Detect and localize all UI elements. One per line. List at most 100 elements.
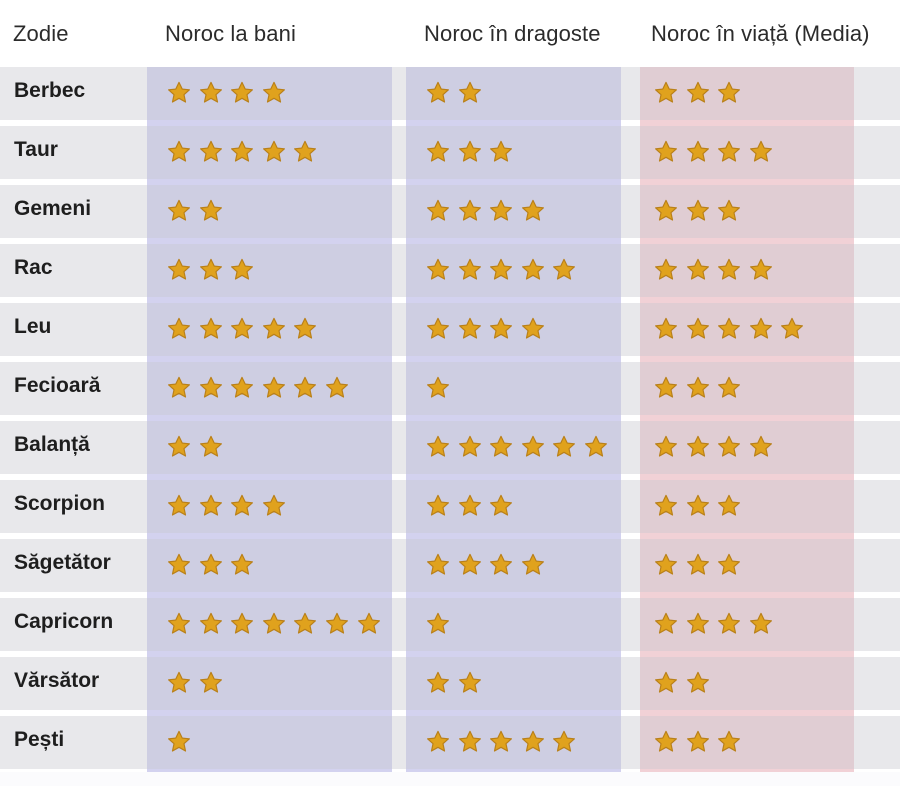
star-icon <box>686 553 709 575</box>
love-luck-rating <box>425 611 457 637</box>
star-icon <box>655 671 677 693</box>
star-icon <box>686 671 709 693</box>
star-icon <box>655 376 677 398</box>
star-icon <box>199 199 222 221</box>
money-luck-rating <box>166 375 356 401</box>
zodiac-sign-label: Rac <box>14 256 53 279</box>
star-icon <box>749 258 772 280</box>
money-column-background <box>147 67 392 786</box>
star-icon <box>749 140 772 162</box>
money-luck-rating <box>166 257 261 283</box>
money-luck-rating <box>166 80 292 106</box>
star-icon <box>325 376 348 398</box>
star-icon <box>427 140 449 162</box>
star-icon <box>490 258 513 280</box>
money-luck-rating <box>166 729 198 755</box>
zodiac-sign-label: Balanță <box>14 433 90 456</box>
star-icon <box>553 730 576 752</box>
star-icon <box>718 317 741 339</box>
star-icon <box>655 553 677 575</box>
table-row: Taur <box>0 126 900 179</box>
star-icon <box>718 199 741 221</box>
star-icon <box>325 612 348 634</box>
star-icon <box>357 612 380 634</box>
star-icon <box>490 553 513 575</box>
star-icon <box>168 494 190 516</box>
money-luck-rating <box>166 434 229 460</box>
star-icon <box>168 671 190 693</box>
star-icon <box>655 317 677 339</box>
star-icon <box>294 612 317 634</box>
zodiac-sign-label: Scorpion <box>14 492 106 515</box>
zodiac-sign-label: Pești <box>14 728 65 751</box>
star-icon <box>553 258 576 280</box>
star-icon <box>231 317 254 339</box>
star-icon <box>427 730 449 752</box>
star-icon <box>584 435 607 457</box>
star-icon <box>427 376 449 398</box>
zodiac-sign-label: Taur <box>14 138 58 161</box>
star-icon <box>458 317 481 339</box>
star-icon <box>553 435 576 457</box>
star-icon <box>262 612 285 634</box>
star-icon <box>718 258 741 280</box>
star-icon <box>521 199 544 221</box>
table-header: Zodie Noroc la bani Noroc în dragoste No… <box>0 0 900 67</box>
star-icon <box>294 376 317 398</box>
star-icon <box>749 435 772 457</box>
table-row: Pești <box>0 716 900 769</box>
zodiac-sign-label: Berbec <box>14 79 86 102</box>
star-icon <box>686 612 709 634</box>
header-life-luck: Noroc în viață (Media) <box>651 21 870 46</box>
love-luck-rating <box>425 670 488 696</box>
star-icon <box>458 730 481 752</box>
table-bottom-edge <box>0 772 900 786</box>
star-icon <box>655 81 677 103</box>
star-icon <box>168 553 190 575</box>
star-icon <box>262 317 285 339</box>
table-row: Leu <box>0 303 900 356</box>
star-icon <box>168 317 190 339</box>
star-icon <box>458 494 481 516</box>
table-row: Capricorn <box>0 598 900 651</box>
star-icon <box>168 730 190 752</box>
star-icon <box>231 612 254 634</box>
love-luck-rating <box>425 80 488 106</box>
star-icon <box>458 435 481 457</box>
star-icon <box>199 612 222 634</box>
star-icon <box>458 199 481 221</box>
star-icon <box>521 317 544 339</box>
star-icon <box>458 258 481 280</box>
love-luck-rating <box>425 434 615 460</box>
star-icon <box>686 199 709 221</box>
header-money-luck: Noroc la bani <box>165 21 296 46</box>
star-icon <box>686 730 709 752</box>
star-icon <box>490 199 513 221</box>
zodiac-sign-label: Capricorn <box>14 610 114 633</box>
star-icon <box>718 553 741 575</box>
star-icon <box>199 140 222 162</box>
star-icon <box>199 258 222 280</box>
life-luck-rating <box>653 80 748 106</box>
star-icon <box>199 376 222 398</box>
star-icon <box>427 494 449 516</box>
star-icon <box>262 494 285 516</box>
zodiac-sign-label: Leu <box>14 315 52 338</box>
life-luck-rating <box>653 611 779 637</box>
love-luck-rating <box>425 198 551 224</box>
life-luck-rating <box>653 552 748 578</box>
star-icon <box>231 553 254 575</box>
money-luck-rating <box>166 493 292 519</box>
star-icon <box>199 671 222 693</box>
star-icon <box>168 140 190 162</box>
star-icon <box>168 199 190 221</box>
star-icon <box>655 730 677 752</box>
love-luck-rating <box>425 257 583 283</box>
star-icon <box>427 671 449 693</box>
star-icon <box>521 730 544 752</box>
header-sign: Zodie <box>13 21 69 46</box>
star-icon <box>655 258 677 280</box>
star-icon <box>521 553 544 575</box>
star-icon <box>749 612 772 634</box>
star-icon <box>199 435 222 457</box>
